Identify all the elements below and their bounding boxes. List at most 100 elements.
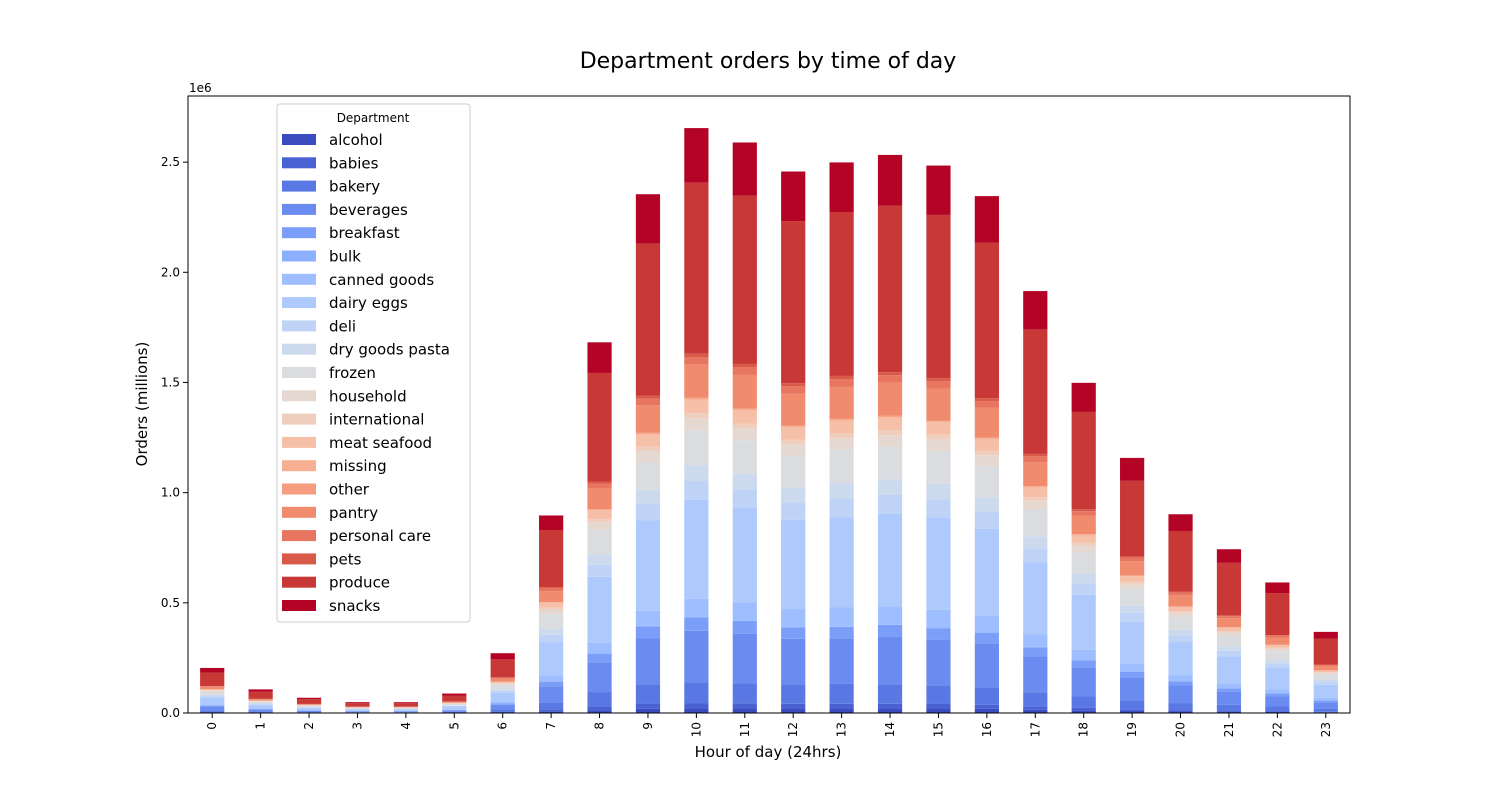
bar-segment-household-hour-7 bbox=[539, 609, 564, 615]
bar-segment-produce-hour-16 bbox=[974, 242, 999, 399]
x-tick-label: 12 bbox=[786, 722, 800, 737]
bar-segment-alcohol-hour-8 bbox=[587, 710, 612, 713]
bar-segment-bakery-hour-11 bbox=[732, 683, 757, 704]
bar-segment-snacks-hour-2 bbox=[296, 697, 322, 700]
bar-segment-produce-hour-21 bbox=[1216, 562, 1242, 616]
bar-segment-bulk-hour-13 bbox=[829, 626, 854, 627]
bar-segment-breakfast-hour-13 bbox=[829, 626, 854, 639]
bar-segment-snacks-hour-21 bbox=[1216, 549, 1242, 563]
bar-segment-dry-goods-pasta-hour-1 bbox=[248, 703, 273, 705]
bar-segment-meat-seafood-hour-17 bbox=[1023, 487, 1048, 498]
bar-segment-deli-hour-1 bbox=[248, 704, 273, 705]
bar-segment-deli-hour-21 bbox=[1216, 650, 1242, 657]
legend-label-canned-goods: canned goods bbox=[329, 271, 434, 289]
bar-segment-dry-goods-pasta-hour-10 bbox=[684, 465, 709, 481]
bar-segment-snacks-hour-10 bbox=[684, 128, 709, 183]
bar-segment-bakery-hour-8 bbox=[587, 692, 612, 707]
bar-segment-frozen-hour-19 bbox=[1120, 588, 1145, 606]
bar-segment-bakery-hour-6 bbox=[490, 709, 515, 712]
bar-segment-pets-hour-10 bbox=[684, 353, 709, 358]
bar-segment-personal-care-hour-15 bbox=[926, 381, 951, 389]
bar-segment-personal-care-hour-23 bbox=[1313, 664, 1338, 666]
legend-swatch-frozen bbox=[282, 367, 316, 378]
y-tick-label: 1.0 bbox=[161, 486, 180, 500]
x-tick-label: 19 bbox=[1125, 722, 1139, 737]
legend-swatch-breakfast bbox=[282, 227, 316, 239]
bar-segment-pantry-hour-9 bbox=[635, 405, 661, 433]
bar-segment-meat-seafood-hour-9 bbox=[635, 434, 661, 447]
bar-segment-bakery-hour-21 bbox=[1216, 704, 1242, 711]
legend-items: alcohol babies bakery beverages breakfast bul… bbox=[282, 131, 450, 615]
bar-segment-personal-care-hour-22 bbox=[1265, 635, 1290, 638]
bar-segment-deli-hour-9 bbox=[635, 503, 661, 521]
bar-segment-alcohol-hour-21 bbox=[1216, 711, 1242, 713]
x-tick-label: 15 bbox=[931, 722, 945, 737]
bar-segment-dairy-eggs-hour-0 bbox=[200, 697, 225, 705]
bar-segment-bakery-hour-1 bbox=[248, 711, 273, 713]
bar-segment-babies-hour-22 bbox=[1265, 711, 1290, 712]
bar-segment-deli-hour-17 bbox=[1023, 548, 1048, 563]
bar-segment-pantry-hour-3 bbox=[345, 706, 370, 708]
bar-segment-produce-hour-12 bbox=[781, 221, 806, 384]
bar-segment-canned-goods-hour-7 bbox=[539, 675, 564, 682]
bar-segment-dairy-eggs-hour-18 bbox=[1071, 594, 1096, 650]
legend-swatch-other bbox=[282, 483, 316, 495]
bar-segment-bulk-hour-12 bbox=[781, 626, 806, 628]
bar-segment-beverages-hour-2 bbox=[296, 710, 322, 713]
bar-segment-snacks-hour-17 bbox=[1023, 291, 1048, 330]
bar-segment-international-hour-6 bbox=[490, 683, 515, 684]
legend-title: Department bbox=[337, 111, 410, 125]
bar-segment-deli-hour-15 bbox=[926, 499, 951, 518]
bar-segment-beverages-hour-11 bbox=[732, 633, 757, 684]
bar-segment-household-hour-18 bbox=[1071, 545, 1096, 553]
bar-segment-bakery-hour-22 bbox=[1265, 706, 1290, 712]
bar-segment-dry-goods-pasta-hour-18 bbox=[1071, 574, 1096, 584]
bar-segment-pets-hour-7 bbox=[539, 587, 564, 589]
bar-segment-pets-hour-9 bbox=[635, 395, 661, 399]
legend-label-bulk: bulk bbox=[329, 248, 361, 266]
bar-segment-personal-care-hour-8 bbox=[587, 483, 612, 489]
bar-segment-deli-hour-22 bbox=[1265, 663, 1290, 669]
bar-segment-canned-goods-hour-16 bbox=[974, 615, 999, 633]
legend-swatch-personal-care bbox=[282, 530, 316, 542]
bar-segment-canned-goods-hour-10 bbox=[684, 598, 709, 617]
bar-segment-produce-hour-9 bbox=[635, 243, 661, 396]
bar-segment-deli-hour-11 bbox=[732, 489, 757, 508]
bar-segment-babies-hour-15 bbox=[926, 703, 951, 709]
x-axis-label: Hour of day (24hrs) bbox=[695, 743, 842, 761]
x-axis: 0 1 2 3 4 5 6 7 8 9 10 11 12 13 14 15 16 17 18 19 20 21 22 23 bbox=[205, 713, 1333, 737]
bar-segment-frozen-hour-1 bbox=[248, 701, 273, 704]
x-tick-label: 21 bbox=[1222, 722, 1236, 737]
x-tick-label: 5 bbox=[447, 722, 461, 730]
bar-segment-beverages-hour-10 bbox=[684, 630, 709, 683]
bar-segment-international-hour-7 bbox=[539, 607, 564, 610]
bar-segment-international-hour-21 bbox=[1216, 631, 1242, 633]
bar-segment-produce-hour-14 bbox=[877, 205, 903, 373]
bar-segment-dry-goods-pasta-hour-17 bbox=[1023, 536, 1048, 549]
bar-segment-babies-hour-7 bbox=[539, 709, 564, 712]
bar-segment-canned-goods-hour-22 bbox=[1265, 689, 1290, 694]
bar-segment-frozen-hour-10 bbox=[684, 430, 709, 466]
bar-segment-snacks-hour-4 bbox=[393, 702, 418, 704]
legend-label-produce: produce bbox=[329, 574, 390, 592]
bar-segment-deli-hour-2 bbox=[296, 707, 322, 708]
bar-segment-canned-goods-hour-9 bbox=[635, 610, 661, 626]
y-axis-offset-label: 1e6 bbox=[189, 81, 212, 95]
bar-segment-other-hour-17 bbox=[1023, 486, 1048, 487]
bar-segment-snacks-hour-23 bbox=[1313, 631, 1338, 639]
bar-segment-bulk-hour-11 bbox=[732, 620, 757, 621]
bar-segment-alcohol-hour-17 bbox=[1023, 709, 1048, 713]
bar-segment-babies-hour-17 bbox=[1023, 706, 1048, 710]
bar-segment-produce-hour-2 bbox=[296, 699, 322, 704]
bar-segment-meat-seafood-hour-8 bbox=[587, 510, 612, 520]
bar-segment-dairy-eggs-hour-6 bbox=[490, 692, 515, 702]
legend-label-beverages: beverages bbox=[329, 201, 408, 219]
bar-segment-missing-hour-14 bbox=[877, 416, 903, 418]
bar-segment-beverages-hour-21 bbox=[1216, 691, 1242, 705]
bar-segment-personal-care-hour-14 bbox=[877, 375, 903, 383]
bar-segment-missing-hour-11 bbox=[732, 409, 757, 411]
bar-segment-dry-goods-pasta-hour-23 bbox=[1313, 679, 1338, 683]
bar-segment-meat-seafood-hour-22 bbox=[1265, 645, 1290, 648]
y-tick-label: 2.5 bbox=[161, 155, 180, 169]
